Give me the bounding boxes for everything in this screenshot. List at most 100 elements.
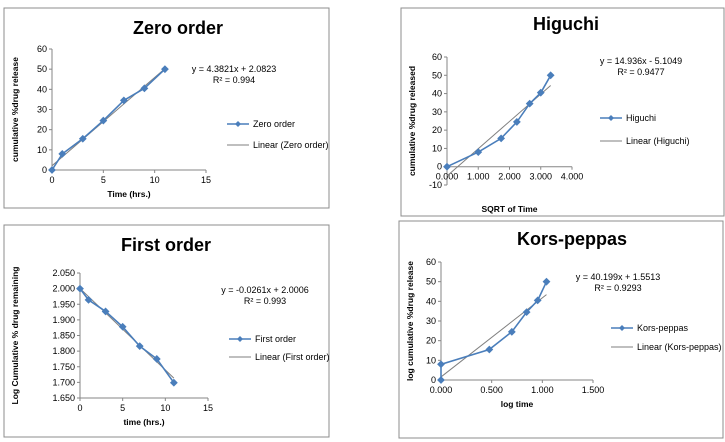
data-point-marker [536,88,545,97]
data-point-marker [101,307,110,316]
data-point-marker [48,166,56,174]
x-tick-label: 0 [49,175,54,185]
y-tick-label: 20 [432,125,442,135]
y-axis-label: cumulative %drug release [10,57,20,162]
chart-title: Higuchi [533,14,599,34]
trendline-equation: y = -0.0261x + 2.0006 [221,285,309,295]
data-point-marker [58,149,67,158]
x-tick-label: 10 [150,175,160,185]
legend-trendline-label: Linear (Zero order) [253,140,329,150]
y-tick-label: 40 [37,84,47,94]
y-tick-label: 60 [37,44,47,54]
y-tick-label: 40 [432,89,442,99]
data-point-marker [161,65,169,74]
r-squared-label: R² = 0.9293 [594,283,641,293]
chart-border [3,7,330,209]
data-point-marker [485,345,494,354]
data-point-marker [443,162,451,171]
y-tick-label: 1.650 [52,393,75,403]
data-point-marker [474,148,483,156]
x-tick-label: 15 [201,175,211,185]
y-tick-label: 2.050 [52,268,75,278]
legend-series-label: Zero order [253,119,295,129]
chart-border [400,7,725,217]
trendline-equation: y = 40.199x + 1.5513 [576,272,661,282]
data-point-marker [512,118,521,126]
data-point-marker [76,284,84,293]
data-point-marker [533,296,542,305]
y-tick-label: 10 [432,143,442,153]
y-tick-label: 30 [37,105,47,115]
x-tick-label: 10 [160,403,170,413]
x-tick-label: 1.000 [467,172,490,182]
data-point-marker [522,308,531,317]
data-point-marker [152,355,161,363]
legend-series-label: Higuchi [626,113,656,123]
y-tick-label: 1.700 [52,377,75,387]
legend-series-marker [608,115,614,121]
data-point-marker [169,378,178,387]
data-point-marker [119,96,128,105]
r-squared-label: R² = 0.9477 [617,67,664,77]
trendline [440,294,547,378]
chart-title: Zero order [133,18,223,38]
chart-border [3,224,330,438]
trendline [79,288,175,379]
legend-trendline-label: Linear (First order) [255,352,330,362]
data-point-marker [437,376,445,384]
x-tick-label: 2.000 [498,172,521,182]
x-axis-label: log time [501,399,534,409]
x-tick-label: 0 [77,403,82,413]
data-point-marker [78,134,87,143]
y-axis-label: Log Cumulative % drug remaining [10,267,20,405]
r-squared-label: R² = 0.993 [244,296,286,306]
x-tick-label: 0.000 [430,385,453,395]
y-tick-label: 0 [42,165,47,175]
x-tick-label: 1.000 [531,385,554,395]
chart-title: First order [121,235,211,255]
x-axis-label: Time (hrs.) [107,189,150,199]
data-point-marker [99,116,108,125]
x-axis-label: SQRT of Time [481,204,537,214]
y-tick-label: 1.750 [52,362,75,372]
legend-series-label: First order [255,334,296,344]
y-tick-label: 60 [432,52,442,62]
data-point-marker [497,134,506,143]
y-tick-label: 2.000 [52,284,75,294]
trendline-equation: y = 14.936x - 5.1049 [600,56,682,66]
y-tick-label: 60 [426,257,436,267]
legend-series-marker [619,325,625,331]
y-tick-label: 10 [37,145,47,155]
y-tick-label: 1.800 [52,346,75,356]
chart-panel-3: First order 1.650 1.700 1.750 1.800 1.850 1.90… [3,224,330,438]
legend-trendline-label: Linear (Higuchi) [626,136,690,146]
x-tick-label: 4.000 [561,172,584,182]
y-tick-label: 50 [37,64,47,74]
y-tick-label: 30 [432,107,442,117]
data-point-marker [542,277,551,286]
chart-border [398,220,724,439]
y-axis-label: log cumulative %drug release [405,261,415,381]
data-point-marker [135,342,144,351]
y-tick-label: 40 [426,296,436,306]
chart-panel-4: Kors-peppas 0 10 20 30 40 50 60 0.000 0.500 1.000 1… [398,220,724,439]
y-tick-label: -10 [429,180,442,190]
x-tick-label: 5 [101,175,106,185]
x-tick-label: 0.000 [436,172,459,182]
y-tick-label: 0 [431,375,436,385]
y-axis-label: cumulative %drug released [407,66,417,176]
trendline-equation: y = 4.3821x + 2.0823 [192,64,277,74]
trendline [51,68,166,167]
x-tick-label: 15 [203,403,213,413]
r-squared-label: R² = 0.994 [213,75,255,85]
y-tick-label: 50 [426,277,436,287]
data-point-marker [546,71,555,80]
chart-title: Kors-peppas [517,229,627,249]
legend-series-label: Kors-peppas [637,323,689,333]
y-tick-label: 1.900 [52,315,75,325]
legend-series-marker [237,336,243,342]
data-point-marker [437,360,445,369]
x-tick-label: 0.500 [480,385,503,395]
y-tick-label: 20 [426,336,436,346]
